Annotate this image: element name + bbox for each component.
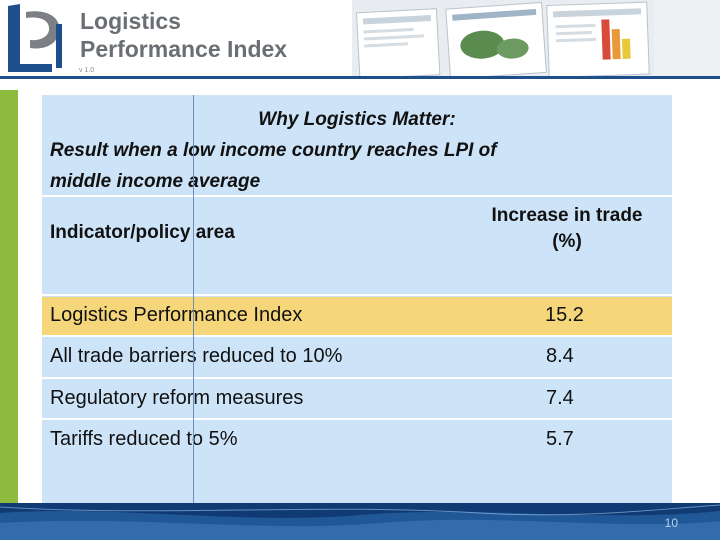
row-label: Logistics Performance Index [50,304,303,326]
row-separator [42,418,672,420]
table-row: Tariffs reduced to 5% 5.7 [42,421,672,459]
title-line-2: Result when a low income country reaches… [50,140,497,161]
row-value: 7.4 [546,387,574,409]
column-divider [193,95,194,503]
column-header-increase-line1: Increase in trade [491,205,643,226]
column-header-indicator: Indicator/policy area [50,222,235,243]
slide-title: Why Logistics Matter: Result when a low … [50,104,664,197]
banner-screenshots-image [352,0,654,76]
row-separator [42,377,672,379]
page-number: 10 [664,516,678,530]
left-accent-bar [0,90,18,505]
table-row: Regulatory reform measures 7.4 [42,380,672,418]
row-label: All trade barriers reduced to 10% [50,345,343,367]
logo-title-logistics: Logistics [80,8,181,34]
row-label: Tariffs reduced to 5% [50,428,238,450]
banner-right-panel [654,0,720,76]
title-line-1: Why Logistics Matter: [258,109,456,130]
row-value: 15.2 [545,304,584,326]
table-row: All trade barriers reduced to 10% 8.4 [42,338,672,376]
header-banner: Logistics Performance Index v 1.0 [0,0,720,79]
header-divider [0,76,720,79]
footer-wave-graphic [0,503,720,540]
column-header-increase-line2: (%) [552,231,582,252]
content-panel: Why Logistics Matter: Result when a low … [42,95,672,503]
row-value: 5.7 [546,428,574,450]
row-separator [42,335,672,337]
table-row: Logistics Performance Index 15.2 [42,297,672,335]
logo-title-performance-index: Performance Index [80,36,288,62]
lpi-logo-icon [8,4,62,72]
title-line-3: middle income average [50,171,261,192]
footer-bar [0,503,720,540]
title-separator [42,195,672,197]
row-label: Regulatory reform measures [50,387,304,409]
column-header-increase: Increase in trade (%) [462,203,672,255]
logo-version: v 1.0 [79,67,95,74]
row-value: 8.4 [546,345,574,367]
header-separator [42,294,672,296]
